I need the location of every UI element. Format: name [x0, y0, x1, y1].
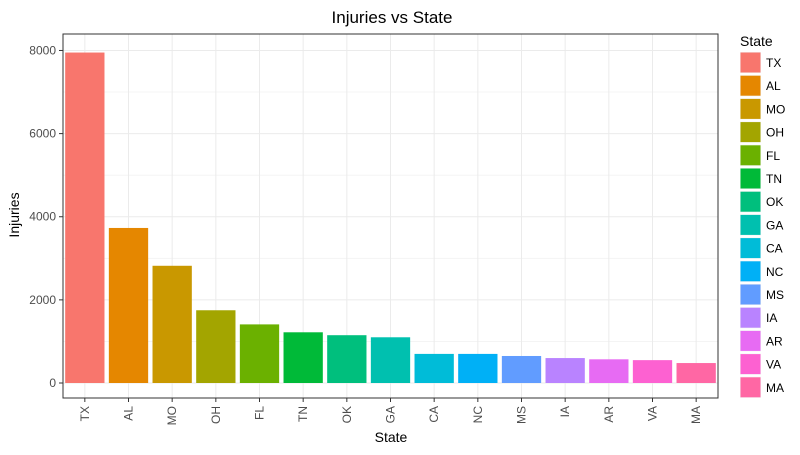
- x-tick-label: VA: [646, 406, 660, 421]
- legend-label: VA: [766, 358, 781, 372]
- x-tick-label: MA: [689, 406, 703, 424]
- legend-swatch-fl: [740, 145, 761, 166]
- legend-label: GA: [766, 218, 783, 232]
- legend-swatch-ga: [740, 214, 761, 235]
- x-tick-label: AR: [602, 406, 616, 423]
- legend-swatch-ma: [740, 377, 761, 398]
- x-tick-label: FL: [253, 406, 267, 420]
- legend-swatch-oh: [740, 122, 761, 143]
- bar-ca: [414, 353, 454, 383]
- x-axis-label: State: [375, 429, 408, 445]
- legend-label: NC: [766, 265, 784, 279]
- legend-label: AL: [766, 79, 781, 93]
- x-tick-label: OH: [209, 406, 223, 424]
- y-tick-label: 0: [49, 376, 56, 390]
- bar-nc: [458, 353, 498, 383]
- legend-swatch-al: [740, 75, 761, 96]
- legend-label: IA: [766, 311, 777, 325]
- x-tick-label: MS: [515, 406, 529, 424]
- legend-label: FL: [766, 149, 780, 163]
- y-tick-label: 2000: [29, 293, 56, 307]
- legend-swatch-tn: [740, 168, 761, 189]
- bar-ia: [545, 358, 585, 383]
- legend-label: MA: [766, 381, 784, 395]
- bar-ma: [676, 363, 716, 383]
- legend-swatch-ms: [740, 284, 761, 305]
- legend-label: TN: [766, 172, 782, 186]
- bar-tx: [65, 52, 105, 384]
- legend-label: CA: [766, 242, 783, 256]
- x-tick-label: OK: [340, 406, 354, 423]
- y-axis-label: Injuries: [6, 192, 22, 237]
- x-tick-label: TN: [296, 406, 310, 422]
- chart-title: Injuries vs State: [332, 8, 453, 27]
- legend-swatch-mo: [740, 98, 761, 119]
- bar-oh: [196, 310, 236, 383]
- legend-swatch-nc: [740, 261, 761, 282]
- legend-swatch-ar: [740, 330, 761, 351]
- legend-label: MO: [766, 102, 785, 116]
- bar-ok: [327, 335, 367, 383]
- bar-ar: [589, 359, 629, 383]
- legend-label: AR: [766, 334, 783, 348]
- legend-swatch-ok: [740, 191, 761, 212]
- x-tick-label: AL: [122, 406, 136, 421]
- y-tick-label: 6000: [29, 127, 56, 141]
- x-tick-label: GA: [384, 406, 398, 423]
- legend-swatch-ia: [740, 307, 761, 328]
- y-tick-label: 4000: [29, 210, 56, 224]
- legend-label: MS: [766, 288, 784, 302]
- legend-swatch-tx: [740, 52, 761, 73]
- x-tick-label: MO: [165, 406, 179, 425]
- legend-label: TX: [766, 56, 781, 70]
- bar-va: [632, 360, 673, 383]
- legend-title: State: [740, 33, 773, 49]
- bars: [65, 52, 716, 384]
- legend-label: OH: [766, 126, 784, 140]
- y-tick-label: 8000: [29, 43, 56, 57]
- bar-tn: [283, 332, 323, 383]
- legend: State TX AL MO OH FL TN OK GA CA NC MS IA AR VA MA: [740, 33, 785, 398]
- bar-fl: [239, 324, 280, 383]
- bar-al: [108, 227, 149, 383]
- x-axis: TX AL MO OH FL TN OK GA CA NC MS IA AR VA MA: [78, 398, 703, 425]
- x-tick-label: CA: [427, 406, 441, 423]
- legend-swatch-va: [740, 354, 761, 375]
- x-tick-label: NC: [471, 406, 485, 424]
- y-axis: 0 2000 4000 6000 8000: [29, 43, 63, 390]
- legend-label: OK: [766, 195, 783, 209]
- x-tick-label: IA: [558, 406, 572, 417]
- bar-ms: [501, 355, 542, 383]
- bar-mo: [152, 265, 192, 383]
- legend-swatch-ca: [740, 238, 761, 259]
- bar-ga: [370, 337, 411, 383]
- x-tick-label: TX: [78, 406, 92, 421]
